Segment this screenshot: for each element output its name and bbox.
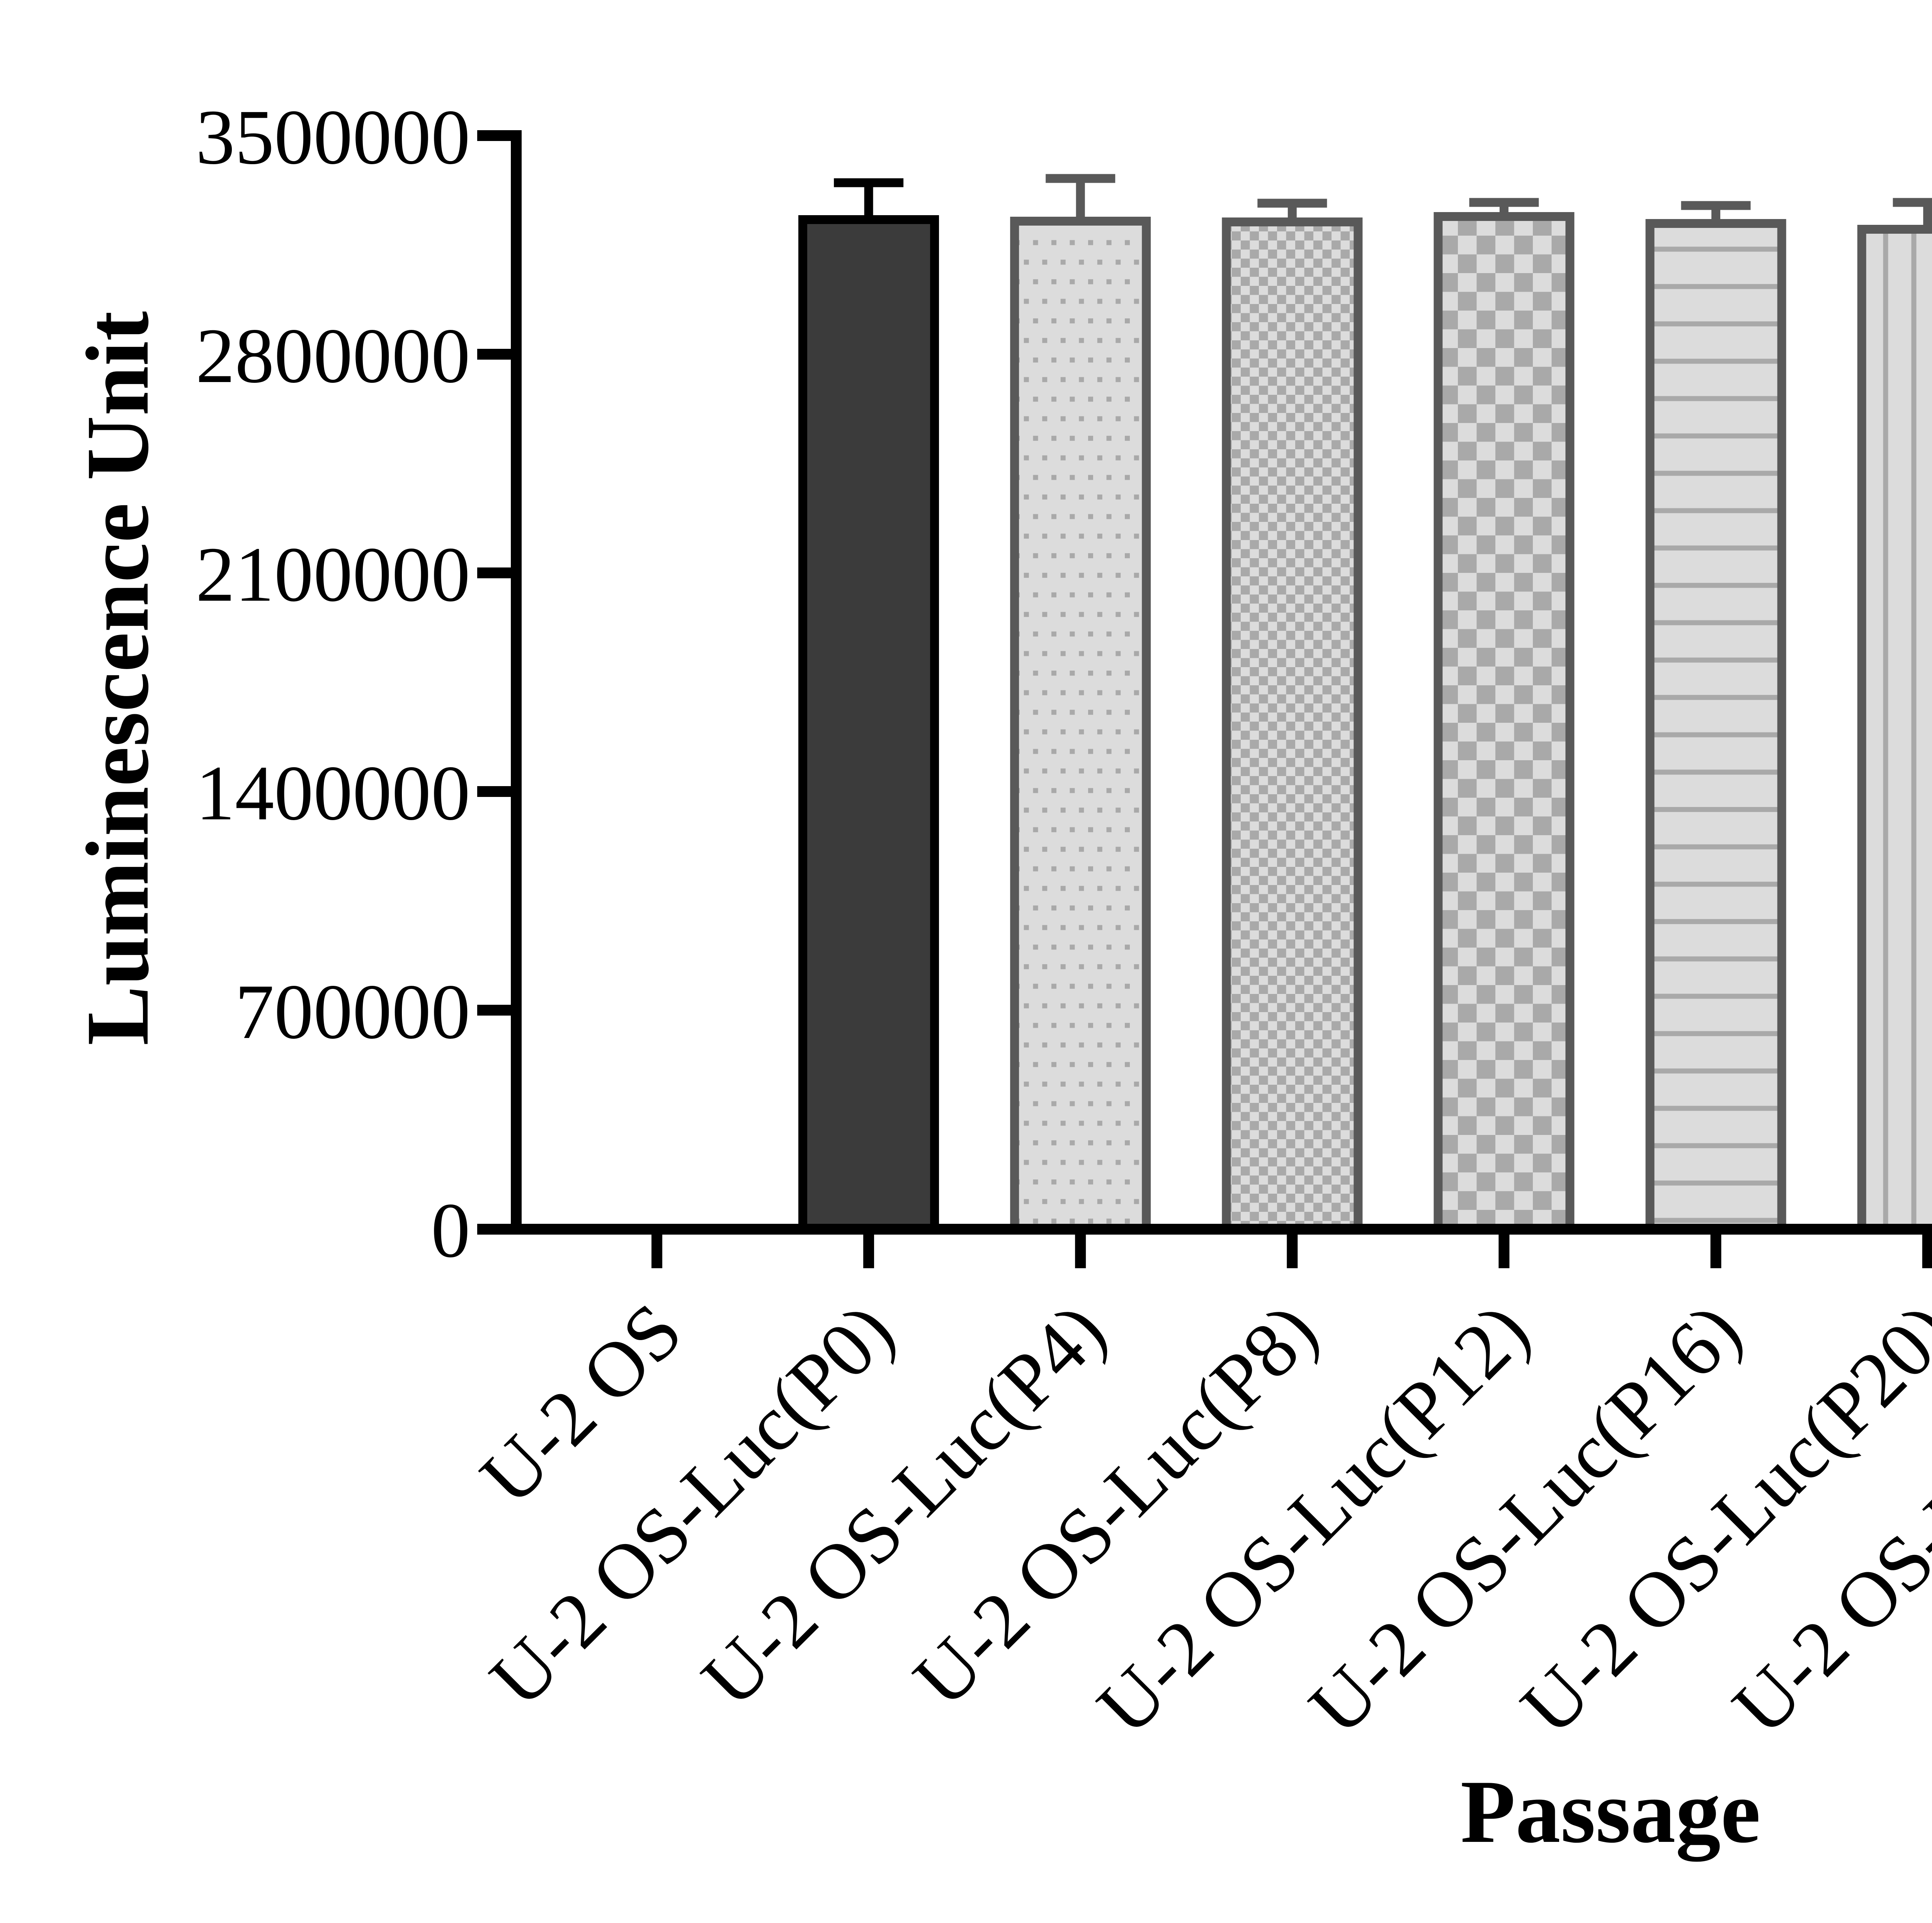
svg-text:3500000: 3500000 <box>196 93 471 180</box>
svg-text:700000: 700000 <box>235 968 470 1055</box>
svg-text:2800000: 2800000 <box>196 312 471 399</box>
svg-text:Luminescence Unit: Luminescence Unit <box>68 311 167 1046</box>
svg-text:2100000: 2100000 <box>196 531 471 618</box>
svg-text:0: 0 <box>431 1187 471 1274</box>
svg-text:Passage: Passage <box>1461 1762 1761 1862</box>
svg-text:1400000: 1400000 <box>196 749 471 836</box>
